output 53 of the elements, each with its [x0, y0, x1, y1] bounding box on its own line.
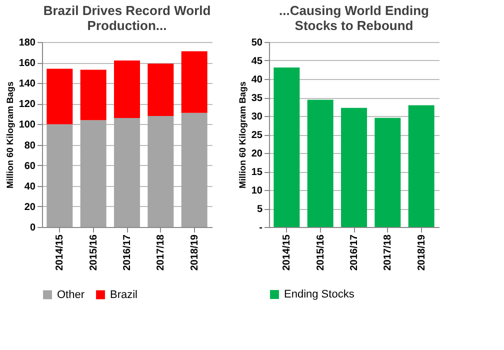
x-tick-label: 2018/19: [416, 234, 428, 271]
y-tick-label: -: [259, 222, 262, 234]
y-tick-label: 10: [251, 186, 263, 196]
y-tick-label: 50: [251, 38, 263, 48]
x-tick-label: 2016/17: [122, 234, 133, 271]
y-tick-label: 35: [251, 93, 263, 104]
bar: [181, 51, 208, 113]
bar: [374, 118, 401, 227]
bar: [148, 64, 174, 116]
bar: [80, 70, 106, 120]
x-tick-label: 2017/18: [382, 234, 394, 271]
legend-label: Ending Stocks: [284, 288, 355, 300]
bar: [46, 124, 73, 227]
y-axis-title: Million 60 Kilogram Bags: [237, 81, 248, 189]
y-tick-label: 160: [18, 58, 36, 70]
bar: [307, 100, 334, 227]
y-tick-label: 45: [251, 56, 263, 67]
y-tick-label: 120: [18, 99, 36, 110]
bar: [46, 68, 73, 124]
bar: [114, 60, 140, 118]
x-tick-label: 2016/17: [349, 234, 360, 271]
y-tick-label: 60: [24, 160, 36, 172]
bar: [148, 116, 174, 227]
x-tick-label: 2017/18: [156, 234, 167, 271]
chart-title: ...Causing World Ending Stocks to Rebound: [279, 3, 430, 33]
bar: [341, 108, 367, 227]
y-tick-label: 80: [24, 140, 36, 152]
y-tick-label: 100: [18, 120, 36, 131]
y-tick-label: 25: [251, 130, 263, 141]
x-tick-label: 2014/15: [282, 234, 293, 271]
chart-title: Brazil Drives Record World Production...: [43, 3, 211, 33]
bar: [181, 112, 208, 227]
legend-label: Other: [57, 288, 85, 301]
y-axis-title: Million 60 Kilogram Bags: [4, 81, 15, 189]
y-tick-label: 15: [251, 167, 263, 178]
bar: [274, 68, 300, 227]
y-tick-label: 30: [251, 112, 263, 122]
y-tick-label: 40: [24, 181, 36, 192]
x-tick-label: 2018/19: [189, 234, 200, 271]
y-tick-label: 0: [30, 222, 36, 234]
bar: [80, 120, 106, 227]
y-tick-label: 5: [256, 204, 263, 215]
y-tick-label: 40: [251, 74, 263, 86]
x-tick-label: 2014/15: [54, 234, 66, 271]
legend-label: Brazil: [110, 288, 138, 301]
x-tick-label: 2015/16: [315, 234, 326, 271]
y-tick-label: 20: [251, 148, 263, 160]
bar: [408, 105, 434, 227]
y-tick-label: 180: [18, 38, 36, 48]
y-tick-label: 20: [24, 202, 36, 213]
y-tick-label: 140: [18, 78, 36, 90]
bar: [114, 118, 140, 227]
x-tick-label: 2015/16: [88, 234, 100, 271]
